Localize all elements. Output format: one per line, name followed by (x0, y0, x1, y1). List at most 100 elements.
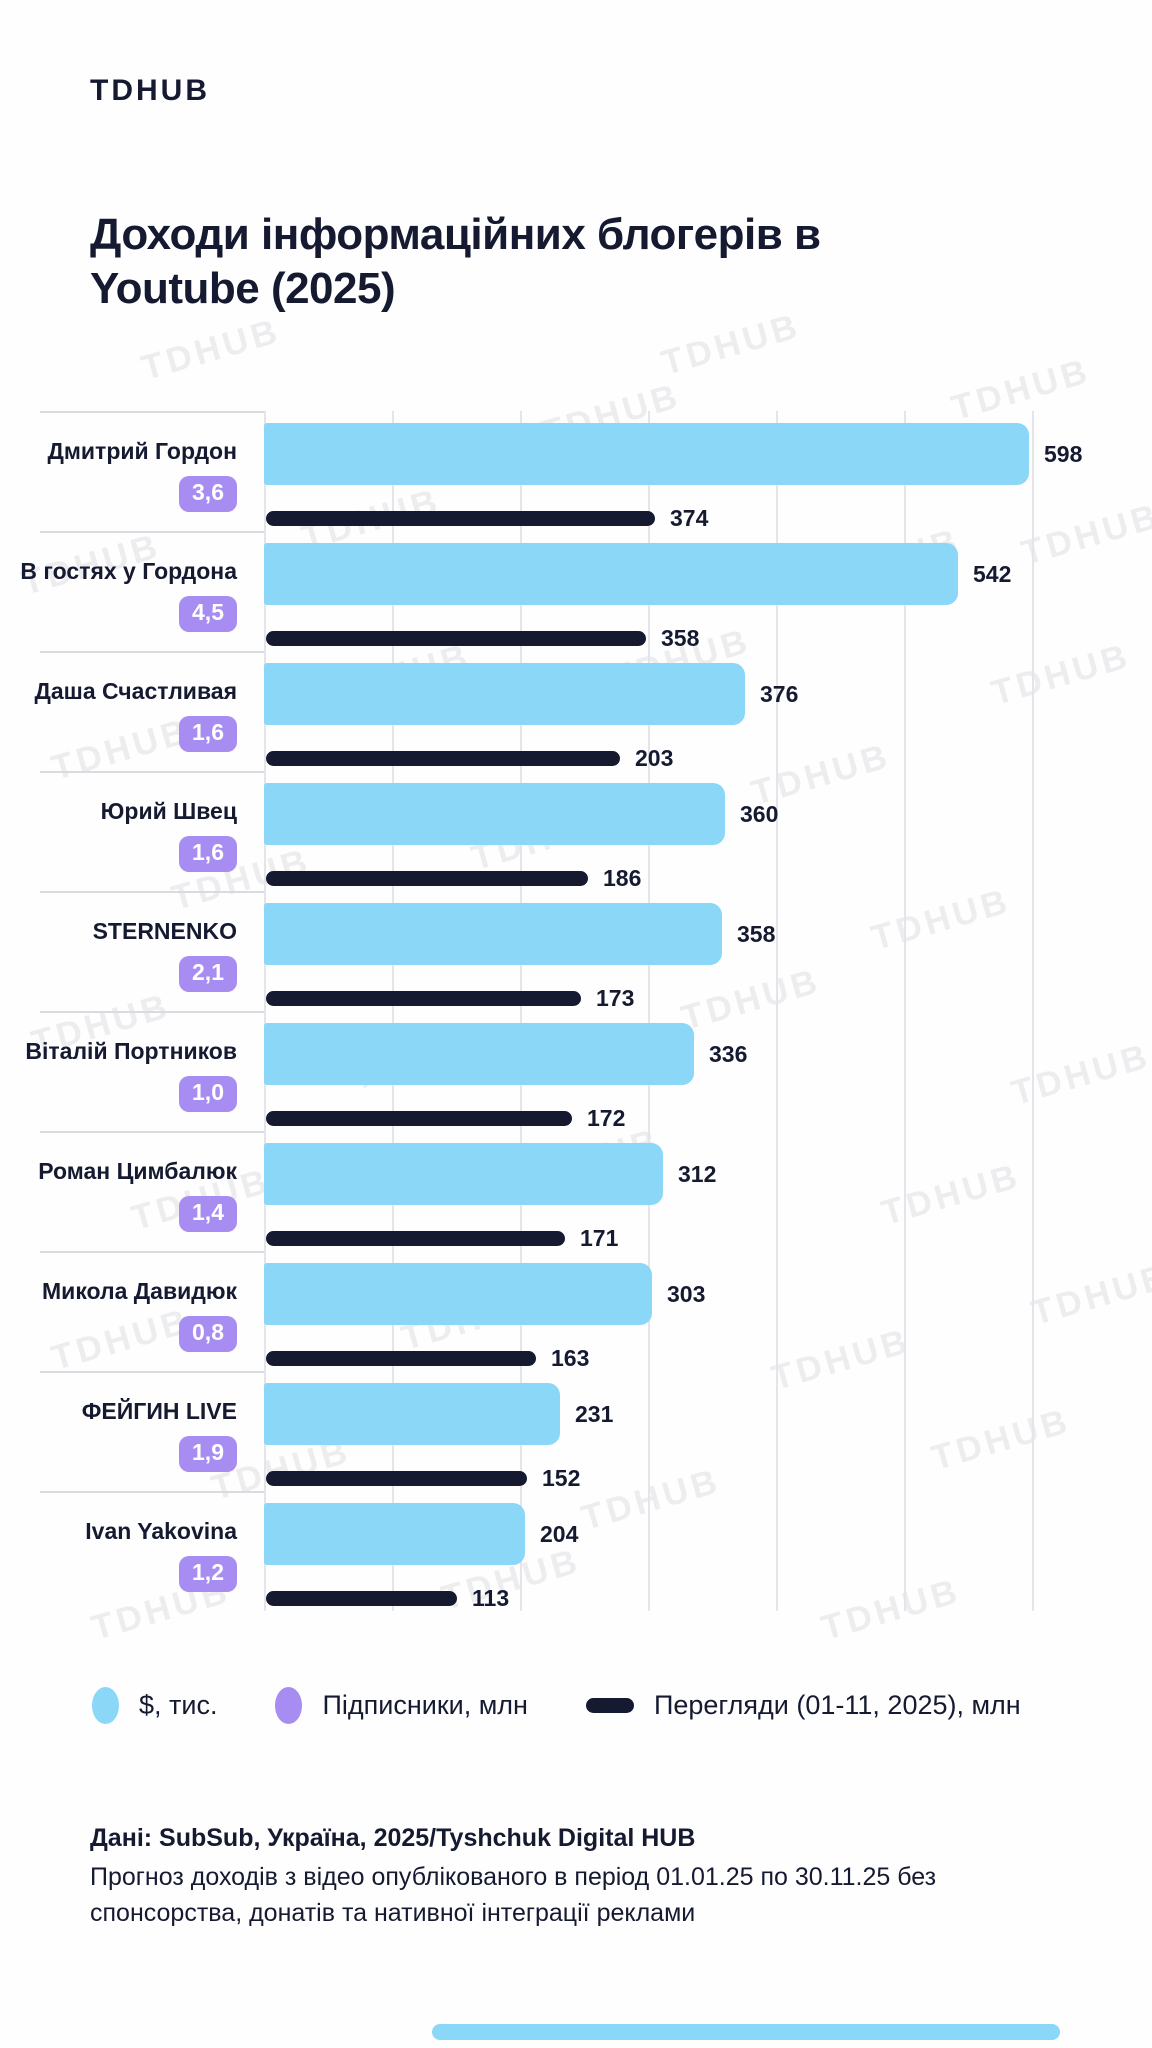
chart-row: ФЕЙГИН LIVE 1,9 231 152 (40, 1371, 1112, 1491)
page-title: Доходи інформаційних блогерів в Youtube … (90, 208, 1062, 315)
legend-swatch-icon (275, 1687, 303, 1725)
bottom-accent-bar (432, 2024, 1060, 2040)
chart-row: Роман Цимбалюк 1,4 312 171 (38, 1131, 1112, 1251)
row-plot-area: 204 113 (264, 1491, 1112, 1611)
views-value: 203 (635, 745, 674, 772)
subscribers-badge: 1,6 (179, 836, 237, 873)
income-bar (264, 543, 958, 606)
gridline (776, 411, 778, 1612)
chart-rows: Дмитрий Гордон 3,6 598 374 В гостях у Го… (20, 411, 1112, 1611)
views-value: 113 (472, 1585, 510, 1612)
views-bar (266, 631, 646, 647)
blogger-name: Юрий Швец (100, 798, 237, 825)
views-value: 374 (670, 505, 709, 532)
income-value: 312 (678, 1160, 717, 1187)
data-source: Дані: SubSub, Україна, 2025/Tyshchuk Dig… (90, 1824, 696, 1853)
row-label-column: Юрий Швец 1,6 (40, 771, 264, 891)
subscribers-badge: 1,6 (179, 716, 237, 753)
subscribers-badge: 1,2 (179, 1556, 237, 1593)
views-value: 173 (596, 985, 635, 1012)
row-label-column: STERNENKO 2,1 (40, 891, 264, 1011)
subscribers-badge: 0,8 (179, 1316, 237, 1353)
chart-row: Віталій Портников 1,0 336 172 (25, 1011, 1112, 1131)
row-separator (40, 1371, 264, 1373)
views-bar (266, 1351, 536, 1367)
row-label-column: Дмитрий Гордон 3,6 (40, 411, 264, 531)
views-value: 172 (587, 1105, 626, 1132)
income-value: 231 (575, 1400, 614, 1427)
income-value: 376 (760, 680, 799, 707)
row-separator (40, 1491, 264, 1493)
subscribers-badge: 1,4 (179, 1196, 237, 1233)
income-bar (264, 1263, 652, 1326)
views-value: 152 (542, 1465, 581, 1492)
blogger-name: Ivan Yakovina (85, 1518, 237, 1545)
views-bar (266, 1591, 457, 1607)
row-label-column: Віталій Портников 1,0 (25, 1011, 264, 1131)
blogger-name: В гостях у Гордона (20, 558, 237, 585)
page-title-line-1: Доходи інформаційних блогерів в (90, 210, 821, 259)
income-value: 542 (973, 560, 1012, 587)
blogger-name: Даша Счастливая (34, 678, 237, 705)
views-bar (266, 751, 620, 767)
row-label-column: Микола Давидюк 0,8 (40, 1251, 264, 1371)
gridline (520, 411, 522, 1612)
row-separator (40, 1251, 264, 1253)
views-bar (266, 1231, 565, 1247)
row-label-column: Ivan Yakovina 1,2 (40, 1491, 264, 1611)
gridline (1032, 411, 1034, 1612)
legend-item: Перегляди (01-11, 2025), млн (585, 1690, 1021, 1721)
row-plot-area: 358 173 (264, 891, 1112, 1011)
subscribers-badge: 1,0 (179, 1076, 237, 1113)
row-separator (40, 411, 264, 413)
row-plot-area: 598 374 (264, 411, 1112, 531)
row-label-column: Даша Счастливая 1,6 (34, 651, 264, 771)
legend-label: $, тис. (139, 1690, 218, 1721)
income-bar (264, 1503, 525, 1566)
views-value: 186 (603, 865, 642, 892)
views-bar (266, 991, 581, 1007)
views-value: 358 (661, 625, 700, 652)
legend-label: Перегляди (01-11, 2025), млн (653, 1690, 1021, 1721)
row-plot-area: 303 163 (264, 1251, 1112, 1371)
views-bar (266, 1111, 572, 1127)
legend-item: $, тис. (92, 1687, 218, 1725)
row-plot-area: 336 172 (264, 1011, 1112, 1131)
subscribers-badge: 4,5 (179, 596, 237, 633)
views-value: 163 (551, 1345, 590, 1372)
chart-row: Даша Счастливая 1,6 376 203 (34, 651, 1112, 772)
brand-logo: TDHUB (90, 74, 210, 107)
row-separator (40, 1011, 264, 1013)
views-bar (266, 871, 588, 887)
chart-row: Микола Давидюк 0,8 303 163 (40, 1251, 1112, 1371)
subscribers-badge: 2,1 (179, 956, 237, 993)
subscribers-badge: 1,9 (179, 1436, 237, 1473)
row-plot-area: 542 358 (264, 531, 1112, 651)
income-bar (264, 903, 722, 966)
chart-row: Ivan Yakovina 1,2 204 113 (40, 1491, 1112, 1611)
chart-row: Юрий Швец 1,6 360 186 (40, 771, 1112, 891)
income-value: 598 (1044, 440, 1083, 467)
legend-swatch-icon (585, 1698, 634, 1714)
income-bar (264, 663, 745, 726)
chart-row: STERNENKO 2,1 358 173 (40, 891, 1112, 1011)
income-value: 360 (740, 800, 779, 827)
row-label-column: ФЕЙГИН LIVE 1,9 (40, 1371, 264, 1491)
row-label-column: В гостях у Гордона 4,5 (20, 531, 264, 651)
blogger-name: Микола Давидюк (42, 1278, 237, 1305)
income-value: 303 (667, 1280, 706, 1307)
income-value: 358 (737, 920, 776, 947)
blogger-name: Віталій Портников (25, 1038, 237, 1065)
blogger-name: Дмитрий Гордон (47, 438, 237, 465)
row-separator (40, 651, 264, 653)
income-bar (264, 423, 1029, 486)
row-plot-area: 312 171 (264, 1131, 1112, 1251)
row-plot-area: 231 152 (264, 1371, 1112, 1491)
row-separator (40, 1131, 264, 1133)
methodology-note: Прогноз доходів з відео опублікованого в… (90, 1863, 937, 1928)
blogger-name: STERNENKO (92, 918, 237, 945)
blogger-name: ФЕЙГИН LIVE (81, 1398, 237, 1425)
gridlines (264, 411, 1039, 1612)
legend-label: Підписники, млн (322, 1690, 528, 1721)
views-value: 171 (580, 1225, 619, 1252)
